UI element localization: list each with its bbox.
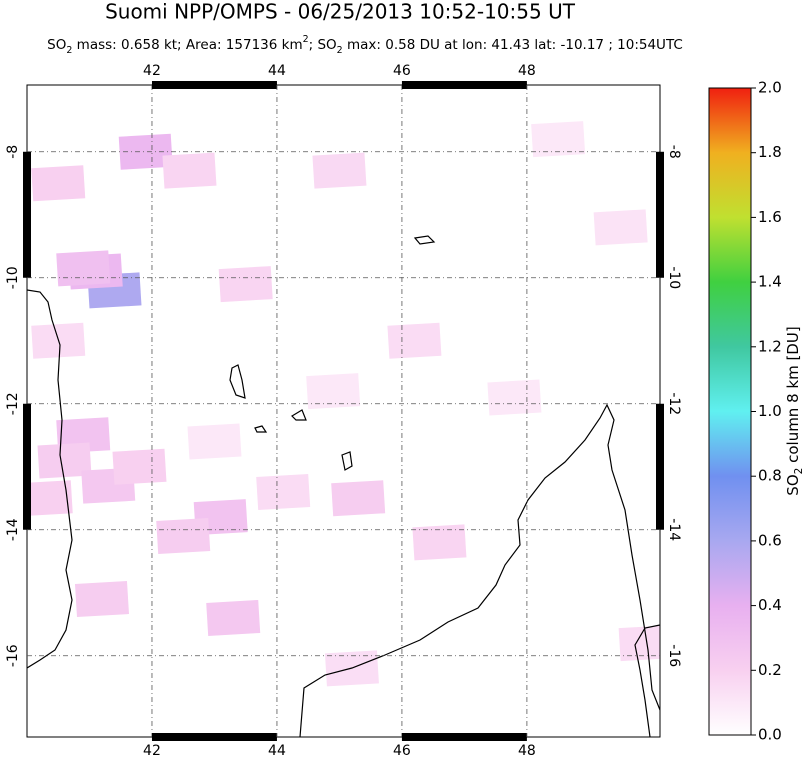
text-part: max: 0.58 DU at lon: 41.43 lat: -10.17 ;… [343,37,683,53]
so2-cell [531,121,586,158]
subtitle: SO2 mass: 0.658 kt; Area: 157136 km2; SO… [47,34,683,56]
y-tick-label: -8 [666,145,682,159]
colorbar-tick-label: 0.8 [758,467,782,485]
so2-cell [487,379,542,416]
y-tick-label: -16 [5,644,21,667]
colorbar-tick-label: 0.2 [758,661,782,679]
so2-cell [112,448,167,485]
so2-cell [74,581,129,618]
x-tick-label: 44 [268,63,286,79]
so2-cell [218,266,273,303]
x-tick-label: 48 [518,743,536,759]
so2-cell [187,423,242,460]
frame-bar [401,733,527,741]
so2-cell [156,518,211,555]
y-tick-label: -14 [666,518,682,541]
so2-cell [56,250,111,287]
coastlines [27,235,660,737]
anjouan [291,409,307,421]
colorbar-tick-label: 1.0 [758,402,782,420]
so2-cell [387,322,442,359]
so2-cell [31,165,86,202]
text-part: SO [784,474,802,495]
y-tick-label: -16 [666,644,682,667]
text-part: 2 [337,45,343,56]
frame-bar [23,403,31,530]
x-tick-label: 42 [143,63,161,79]
frame-bar [656,403,664,530]
so2-cell [206,599,261,636]
y-tick-label: -12 [666,392,682,415]
mayotte [341,451,353,471]
text-part: SO [47,37,66,53]
so2-cell [306,373,361,410]
colorbar-tick-label: 0.0 [758,726,782,744]
so2-cell [331,480,386,517]
madagascar-coast [299,403,660,737]
so2-cell [27,480,73,516]
y-tick-label: -10 [5,266,21,289]
frame-bar [151,81,277,89]
text-part: ; SO [309,37,337,53]
so2-cell [312,152,367,189]
colorbar-tick-label: 0.4 [758,596,782,614]
y-tick-label: -14 [5,518,21,541]
moheli [254,425,268,433]
colorbar-tick-label: 0.6 [758,531,782,549]
y-tick-label: -10 [666,266,682,289]
frame-bar [656,151,664,278]
x-tick-label: 46 [393,63,411,79]
colorbar [708,87,752,736]
colorbar-tick-label: 1.8 [758,143,782,161]
mozambique-coast [634,624,660,737]
x-tick-label: 48 [518,63,536,79]
africa-coast [27,289,73,669]
colorbar-tick-label: 1.2 [758,337,782,355]
text-part: mass: 0.658 kt; Area: 157136 km [72,37,302,53]
x-tick-label: 44 [268,743,286,759]
axes: 42 42 44 44 46 46 48 48 -8 -8 -10 -10 -12 -12 -14 -14 -1… [5,63,682,759]
frame-bar [23,151,31,278]
frame-bar [151,733,277,741]
chart-title: Suomi NPP/OMPS - 06/25/2013 10:52-10:55 … [105,0,576,24]
colorbar-tick-label: 2.0 [758,79,782,97]
text-part: 2 [303,34,309,45]
frame-bar [401,81,527,89]
grande-comore [229,364,246,399]
so2-cell [593,209,648,246]
colorbar-label: SO2 column 8 km [DU] [784,326,806,495]
colorbar-tick-label: 1.6 [758,208,782,226]
colorbar-tick-label: 1.4 [758,273,782,291]
x-tick-label: 46 [393,743,411,759]
y-tick-label: -8 [5,145,21,159]
so2-cell [256,473,311,510]
text-part: column 8 km [DU] [784,326,802,467]
data-layer [27,121,660,687]
so2-cell [618,625,660,662]
so2-cell [162,152,217,189]
y-tick-label: -12 [5,392,21,415]
so2-cell [37,442,92,479]
x-tick-label: 42 [143,743,161,759]
so2-cell [412,524,467,561]
aldabra [413,235,436,245]
so2-cell [118,133,173,170]
text-part: 2 [66,45,72,56]
text-part: 2 [793,468,805,475]
